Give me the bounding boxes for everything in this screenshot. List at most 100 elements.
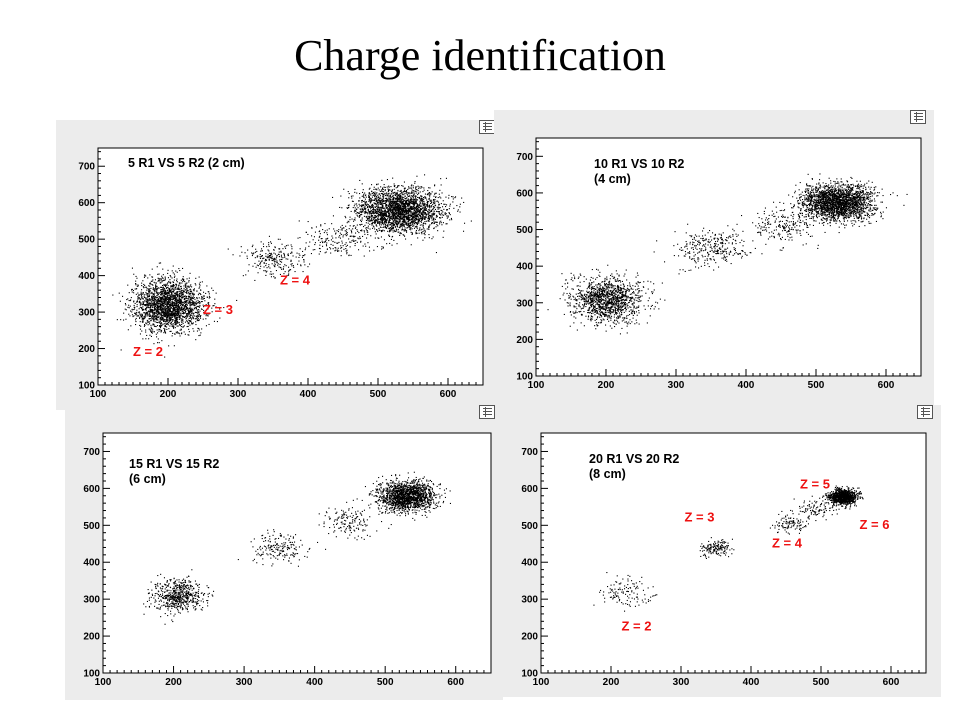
data-point [388, 198, 390, 200]
data-point [151, 331, 153, 333]
data-point [177, 309, 179, 311]
data-point [356, 224, 358, 226]
data-point [175, 305, 177, 307]
data-point [405, 223, 407, 225]
data-point [186, 287, 188, 289]
data-point [136, 313, 138, 315]
data-point [173, 326, 175, 328]
data-point [399, 220, 401, 222]
data-point [346, 234, 348, 236]
data-point [386, 204, 388, 206]
data-point [255, 248, 257, 250]
data-point [369, 250, 371, 252]
data-point [171, 270, 173, 272]
data-point [170, 307, 172, 309]
data-point [168, 292, 170, 294]
data-point [331, 223, 333, 225]
data-point [189, 291, 191, 293]
data-point [351, 230, 353, 232]
data-point [190, 320, 192, 322]
data-point [326, 248, 328, 250]
data-point [199, 316, 201, 318]
data-point [197, 305, 199, 307]
data-point [213, 320, 215, 322]
data-point [265, 255, 267, 257]
data-point [334, 241, 336, 243]
data-point [156, 306, 158, 308]
data-point [154, 306, 156, 308]
data-point [148, 318, 150, 320]
data-point [419, 204, 421, 206]
data-point [416, 212, 418, 214]
data-point [342, 245, 344, 247]
data-point [379, 201, 381, 203]
data-point [172, 303, 174, 305]
data-point [384, 217, 386, 219]
data-point [367, 217, 369, 219]
data-point [369, 228, 371, 230]
data-point [419, 219, 421, 221]
data-point [422, 207, 424, 209]
data-point [318, 247, 320, 249]
data-point [383, 202, 385, 204]
data-point [414, 202, 416, 204]
data-point [423, 212, 425, 214]
data-point [161, 293, 163, 295]
data-point [359, 224, 361, 226]
data-point [179, 300, 181, 302]
data-point [387, 230, 389, 232]
data-point [400, 217, 402, 219]
data-point [170, 314, 172, 316]
data-point [170, 285, 172, 287]
data-point [406, 219, 408, 221]
data-point [424, 196, 426, 198]
data-point [178, 290, 180, 292]
data-point [199, 310, 201, 312]
data-point [429, 206, 431, 208]
data-point [290, 263, 292, 265]
data-point [415, 230, 417, 232]
data-point [170, 291, 172, 293]
data-point [174, 295, 176, 297]
data-point [202, 298, 204, 300]
data-point [344, 215, 346, 217]
data-point [382, 215, 384, 217]
data-point [368, 217, 370, 219]
data-point [144, 294, 146, 296]
data-point [397, 210, 399, 212]
data-point [151, 302, 153, 304]
data-point [146, 299, 148, 301]
data-point [374, 195, 376, 197]
data-point [373, 249, 375, 251]
data-point [312, 239, 314, 241]
data-point [387, 222, 389, 224]
data-point [195, 277, 197, 279]
data-point [162, 301, 164, 303]
data-point [160, 286, 162, 288]
data-point [171, 335, 173, 337]
data-point [175, 331, 177, 333]
data-point [146, 315, 148, 317]
data-point [279, 261, 281, 263]
data-point [160, 298, 162, 300]
data-point [195, 304, 197, 306]
data-point [358, 203, 360, 205]
data-point [382, 222, 384, 224]
data-point [146, 304, 148, 306]
data-point [319, 248, 321, 250]
data-point [446, 217, 448, 219]
data-point [164, 290, 166, 292]
data-point [395, 216, 397, 218]
data-point [208, 313, 210, 315]
data-point [412, 206, 414, 208]
data-point [175, 318, 177, 320]
data-point [148, 310, 150, 312]
data-point [405, 207, 407, 209]
y-tick-label: 100 [78, 381, 95, 392]
data-point [380, 221, 382, 223]
data-point [166, 318, 168, 320]
data-point [193, 294, 195, 296]
data-point [378, 208, 380, 210]
data-point [422, 216, 424, 218]
data-point [421, 212, 423, 214]
